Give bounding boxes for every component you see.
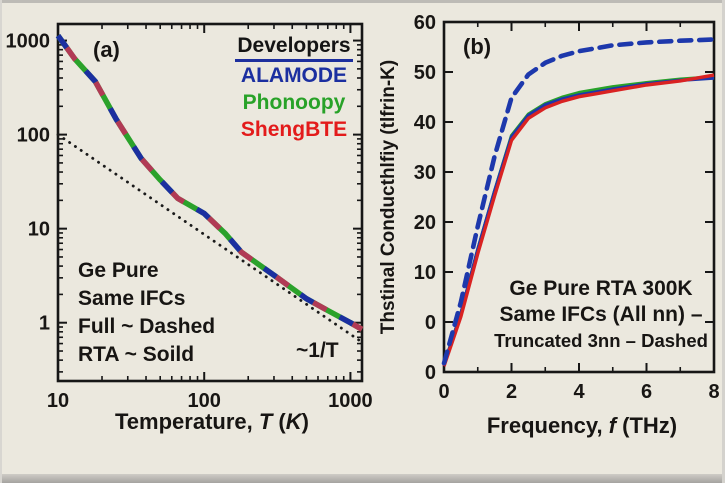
series-tricolor-blue [55,33,364,332]
panel-b-annotation-line: Truncated 3nn – Dashed [494,330,708,351]
legend-title: Developers [226,32,362,62]
tick-label: 40 [414,112,436,134]
photo-edge-right [722,0,725,483]
slope-1overT-label: ~1/T [296,339,339,362]
panel-b-annotation: Ge Pure RTA 300K Same IFCs (All nn) – Trun… [487,276,715,354]
legend-entries: ALAMODE Phonoopy ShengBTE [226,62,362,143]
tick-label: 10 [47,390,69,412]
panel-a-annotation-line: Same IFCs [78,287,186,310]
series-shengbte-solid [442,73,715,367]
panel-b-annotation-line: Same IFCs (All nn) – [499,303,703,326]
tick-label: 100 [17,125,50,147]
plot-a: 10 100 1000 1 10 100 1000 [6,22,373,412]
panel-b-yaxis-title: Thstinal Conducthlfiy (tlfrin-K) [378,59,399,335]
series-truncated-3nn-dashed [441,37,717,366]
tick-label: 100 [188,390,221,412]
panel-a-annotation-line: RTA ~ Soild [78,343,195,366]
series-tricolor-red [55,33,364,332]
panel-a-annotation-line: Ge Pure [78,259,159,282]
legend-title-text: Developers [235,32,353,62]
tick-label: 0 [425,312,436,334]
tick-label: 30 [414,162,436,184]
legend-entry-shengbte: ShengBTE [240,118,348,141]
legend-entry-phonoopy: Phonoopy [242,91,346,114]
tick-label: 0 [425,362,436,384]
tick-label: 4 [573,381,585,403]
tick-label: 1 [39,313,50,335]
photo-edge-bottom [0,474,725,483]
tick-label: 10 [414,262,436,284]
legend-developers: Developers ALAMODE Phonoopy ShengBTE [226,32,362,143]
tick-label: 20 [414,212,436,234]
tick-label: 8 [708,381,719,403]
tick-label: 6 [641,381,652,403]
series-1overT-dotted [56,133,364,344]
tick-label: 60 [414,12,436,34]
legend-entry-alamode: ALAMODE [240,64,348,87]
photo-edge-top [0,0,725,3]
panel-a-annotation-line: Full ~ Dashed [78,315,216,338]
tick-label: 10 [28,219,50,241]
panel-a-annotation: Ge Pure Same IFCs Full ~ Dashed RTA ~ Soild [78,257,215,369]
photo-edge-left [0,0,2,483]
tick-label: 50 [414,62,436,84]
tick-label: 1000 [6,31,51,53]
panel-b-xaxis-title: Frequency, f (THz) [486,413,678,438]
tick-label: 2 [506,381,517,403]
panel-a-xaxis-title: Temperature, T (K) [115,409,309,434]
tick-label: 1000 [328,390,373,412]
panel-b-tag: (b) [463,34,492,59]
panel-b-annotation-line: Ge Pure RTA 300K [509,277,693,300]
plot-a-frame [56,22,364,383]
panel-a-tag: (a) [93,37,120,62]
tick-label: 0 [438,381,449,403]
